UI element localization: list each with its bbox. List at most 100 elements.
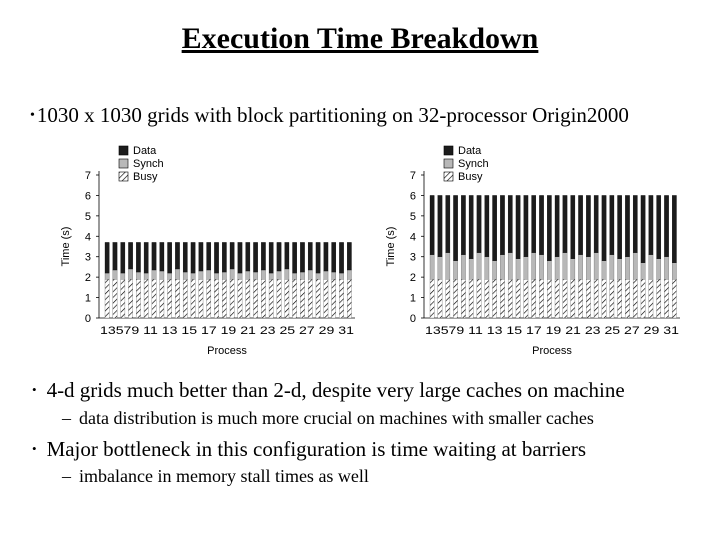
bar-busy-process-28 <box>640 279 646 319</box>
bar-data-process-9 <box>167 242 172 274</box>
y-tick-label: 7 <box>410 170 416 182</box>
x-tick-labels: 13579 11 13 15 17 19 21 23 25 27 29 31 <box>425 325 679 337</box>
sub-bullet-1-symbol: – <box>62 408 71 428</box>
bar-busy-process-30 <box>656 279 662 319</box>
bar-synch-process-31 <box>339 272 344 280</box>
bar-busy-process-29 <box>648 279 654 319</box>
sub-bullet-2-symbol: – <box>62 466 71 486</box>
bar-synch-process-27 <box>307 269 313 280</box>
bar-synch-process-20 <box>253 271 258 280</box>
bar-data-process-12 <box>190 242 196 274</box>
bar-synch-process-23 <box>601 260 607 280</box>
bar-data-process-19 <box>245 242 251 272</box>
bar-data-process-15 <box>539 195 544 255</box>
bullet-2-text: Major bottleneck in this configuration i… <box>46 437 587 461</box>
bar-synch-process-31 <box>664 256 669 280</box>
bar-data-process-28 <box>315 242 321 274</box>
bar-synch-process-28 <box>640 262 646 280</box>
bar-synch-process-13 <box>523 256 529 280</box>
chart-2d-grids: 0 1 2 3 4 5 6 7 Time (s) 13579 11 13 15 17 19 21 … <box>60 145 355 357</box>
bar-synch-process-16 <box>547 260 552 280</box>
bar-data-process-3 <box>445 195 451 253</box>
bar-busy-process-22 <box>593 279 599 319</box>
sub-bullet-2-text: imbalance in memory stall times as well <box>79 466 369 486</box>
bar-synch-process-5 <box>461 254 466 280</box>
bar-busy-process-5 <box>136 279 141 319</box>
bar-busy-process-15 <box>214 279 219 319</box>
bar-busy-process-30 <box>331 279 337 319</box>
bar-synch-process-14 <box>206 269 212 280</box>
bar-busy-process-32 <box>347 279 352 319</box>
bar-busy-process-16 <box>222 279 227 319</box>
bullet-2-symbol: • <box>32 441 37 456</box>
bar-busy-process-19 <box>245 279 251 319</box>
bar-busy-process-31 <box>664 279 669 319</box>
bar-synch-process-18 <box>562 252 568 280</box>
legend-label-synch: Synch <box>133 158 164 170</box>
bar-synch-process-6 <box>468 258 474 280</box>
y-axis-label: Time (s) <box>385 227 397 267</box>
bar-data-process-31 <box>339 242 344 274</box>
bar-synch-process-15 <box>214 272 219 280</box>
bar-busy-process-20 <box>253 279 258 319</box>
bar-synch-process-4 <box>128 268 133 280</box>
legend-label-synch: Synch <box>458 158 489 170</box>
bar-data-process-2 <box>437 195 443 257</box>
y-tick-label: 4 <box>410 231 416 243</box>
bar-data-process-29 <box>648 195 654 255</box>
y-tick-label: 2 <box>410 272 416 284</box>
bar-synch-process-9 <box>492 260 497 280</box>
legend-swatch-data <box>118 145 129 156</box>
bar-busy-process-7 <box>151 279 157 319</box>
bar-synch-process-17 <box>229 268 235 280</box>
y-tick-label: 6 <box>410 190 416 202</box>
bar-data-process-25 <box>292 242 297 274</box>
bar-data-process-24 <box>284 242 290 270</box>
y-tick-label: 4 <box>85 231 91 243</box>
bar-busy-process-14 <box>206 279 212 319</box>
bar-busy-process-25 <box>292 279 297 319</box>
bar-synch-process-26 <box>625 256 630 280</box>
bar-busy-process-18 <box>237 279 243 319</box>
bar-synch-process-32 <box>672 262 677 280</box>
bullet-1-symbol: • <box>32 382 37 397</box>
bar-busy-process-26 <box>625 279 630 319</box>
bar-data-process-24 <box>609 195 615 255</box>
bar-data-process-22 <box>268 242 274 274</box>
bar-synch-process-8 <box>484 256 490 280</box>
bar-data-process-29 <box>323 242 329 272</box>
bar-data-process-28 <box>640 195 646 263</box>
bar-synch-process-7 <box>151 269 157 280</box>
bar-busy-process-9 <box>492 279 497 319</box>
bar-data-process-3 <box>120 242 126 274</box>
bar-synch-process-12 <box>190 272 196 280</box>
bar-data-process-5 <box>136 242 141 273</box>
legend-label-busy: Busy <box>133 171 158 183</box>
bar-synch-process-7 <box>476 252 482 280</box>
bar-data-process-23 <box>276 242 282 272</box>
bar-synch-process-32 <box>347 269 352 280</box>
bar-synch-process-24 <box>284 268 290 280</box>
bar-data-process-6 <box>468 195 474 259</box>
legend-swatch-busy <box>443 171 454 182</box>
bar-busy-process-1 <box>104 279 110 319</box>
bar-busy-process-29 <box>323 279 329 319</box>
bar-synch-process-19 <box>245 270 251 280</box>
bar-busy-process-25 <box>617 279 622 319</box>
bar-data-process-21 <box>261 242 266 271</box>
bar-busy-process-17 <box>554 279 560 319</box>
bar-busy-process-8 <box>484 279 490 319</box>
bar-data-process-27 <box>307 242 313 271</box>
bar-data-process-5 <box>461 195 466 255</box>
bar-busy-process-14 <box>531 279 537 319</box>
legend-swatch-data <box>443 145 454 156</box>
bar-data-process-22 <box>593 195 599 253</box>
x-axis-label: Process <box>207 345 247 357</box>
y-tick-label: 1 <box>410 293 416 305</box>
bar-synch-process-25 <box>292 272 297 280</box>
bar-data-process-32 <box>347 242 352 271</box>
legend-label-data: Data <box>133 145 157 157</box>
legend-label-data: Data <box>458 145 482 157</box>
bar-busy-process-21 <box>261 279 266 319</box>
bar-synch-process-22 <box>268 272 274 280</box>
